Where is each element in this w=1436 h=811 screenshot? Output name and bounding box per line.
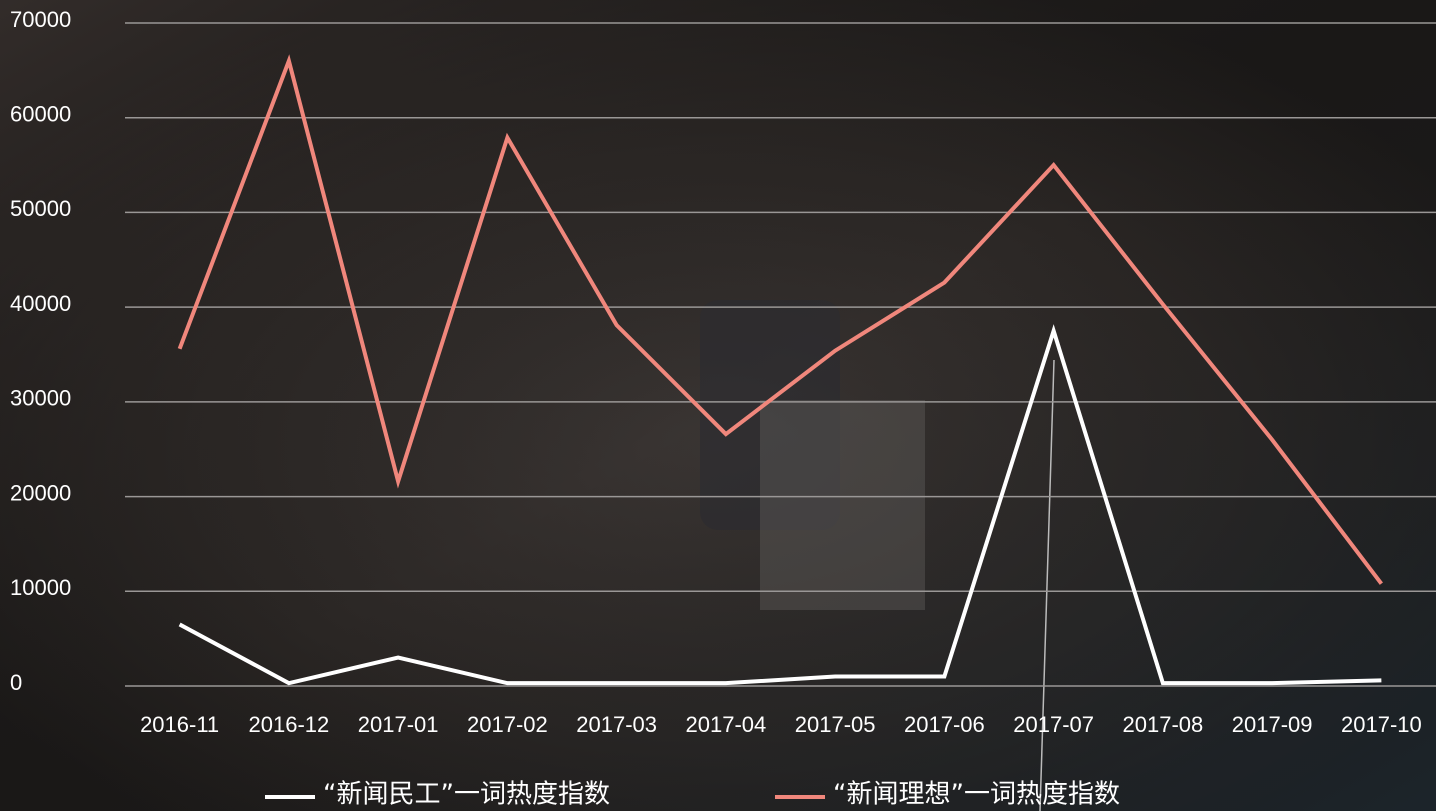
x-tick-label: 2017-10 <box>1341 712 1422 737</box>
x-tick-label: 2017-09 <box>1232 712 1313 737</box>
series-line <box>178 324 1382 686</box>
y-tick-label: 30000 <box>10 386 71 411</box>
x-tick-label: 2017-02 <box>467 712 548 737</box>
x-tick-label: 2017-08 <box>1123 712 1204 737</box>
x-tick-label: 2016-11 <box>140 712 219 737</box>
y-tick-label: 20000 <box>10 480 71 505</box>
decor-line <box>1039 359 1055 811</box>
x-tick-label: 2017-06 <box>904 712 985 737</box>
x-tick-label: 2017-01 <box>358 712 439 737</box>
x-tick-label: 2016-12 <box>249 712 330 737</box>
y-tick-label: 70000 <box>10 7 71 32</box>
series-line <box>177 54 1383 585</box>
legend-label: “新闻民工”一词热度指数 <box>323 780 610 810</box>
y-tick-label: 10000 <box>10 575 71 600</box>
y-tick-label: 60000 <box>10 102 71 127</box>
y-tick-label: 40000 <box>10 291 71 316</box>
background-screen <box>760 400 925 610</box>
background-camera <box>700 300 840 530</box>
x-tick-label: 2017-03 <box>576 712 657 737</box>
y-tick-label: 0 <box>10 670 22 695</box>
x-tick-label: 2017-07 <box>1013 712 1094 737</box>
x-tick-label: 2017-05 <box>795 712 876 737</box>
legend-label: “新闻理想”一词热度指数 <box>833 780 1120 810</box>
y-tick-label: 50000 <box>10 196 71 221</box>
x-tick-label: 2017-04 <box>686 712 767 737</box>
